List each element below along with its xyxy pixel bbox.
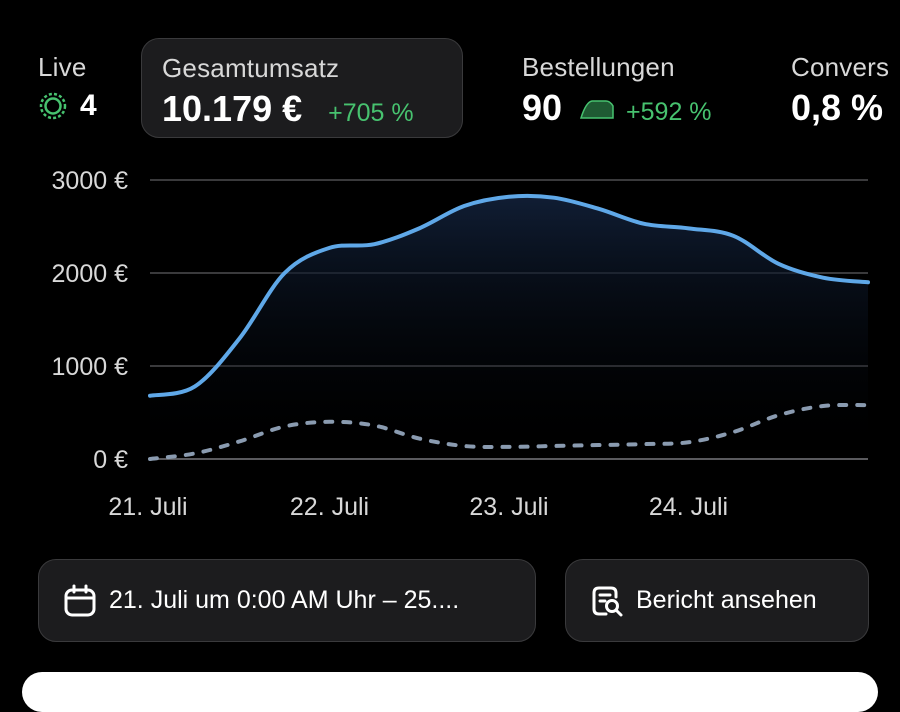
metric-value: 0,8 % xyxy=(791,87,884,128)
report-search-icon xyxy=(590,584,624,618)
metric-label: Bestellungen xyxy=(522,52,675,82)
metric-total-sales[interactable]: Gesamtumsatz 10.179 € +705 % xyxy=(141,38,463,138)
y-tick-label: 2000 € xyxy=(52,260,129,288)
date-range-label: 21. Juli um 0:00 AM Uhr – 25.... xyxy=(109,586,460,614)
metric-orders[interactable]: Bestellungen 90 +592 % xyxy=(522,52,712,129)
live-indicator-icon xyxy=(38,91,68,121)
series-area xyxy=(150,195,868,459)
report-label: Bericht ansehen xyxy=(636,586,817,614)
sales-chart: 3000 € 2000 € 1000 € 0 € 21. Juli 22. Juli 23… xyxy=(52,167,870,521)
y-tick-label: 1000 € xyxy=(52,353,129,381)
metric-label: Convers xyxy=(791,52,890,82)
metric-value: 90 xyxy=(522,87,563,128)
metric-value: 10.179 € xyxy=(162,88,303,129)
comparison-series-line xyxy=(148,402,870,461)
metric-delta: +705 % xyxy=(328,99,414,127)
metric-conversion[interactable]: Convers 0,8 % xyxy=(791,52,889,129)
view-report-button[interactable]: Bericht ansehen xyxy=(565,559,869,642)
y-tick-label: 0 € xyxy=(93,446,128,474)
metric-delta: +592 % xyxy=(626,98,712,126)
bottom-card xyxy=(22,672,878,712)
metric-label: Live xyxy=(38,52,87,82)
current-series-line xyxy=(148,193,870,398)
x-tick-label: 21. Juli xyxy=(108,493,187,521)
x-tick-label: 24. Juli xyxy=(649,493,728,521)
date-range-button[interactable]: 21. Juli um 0:00 AM Uhr – 25.... xyxy=(38,559,536,642)
metric-live[interactable]: Live 4 xyxy=(38,52,97,123)
x-tick-label: 23. Juli xyxy=(469,493,548,521)
calendar-icon xyxy=(63,584,97,618)
sparkline-icon xyxy=(580,98,614,125)
metric-label: Gesamtumsatz xyxy=(162,53,340,83)
x-tick-label: 22. Juli xyxy=(290,493,369,521)
metric-value: 4 xyxy=(80,89,97,122)
y-tick-label: 3000 € xyxy=(52,167,129,195)
